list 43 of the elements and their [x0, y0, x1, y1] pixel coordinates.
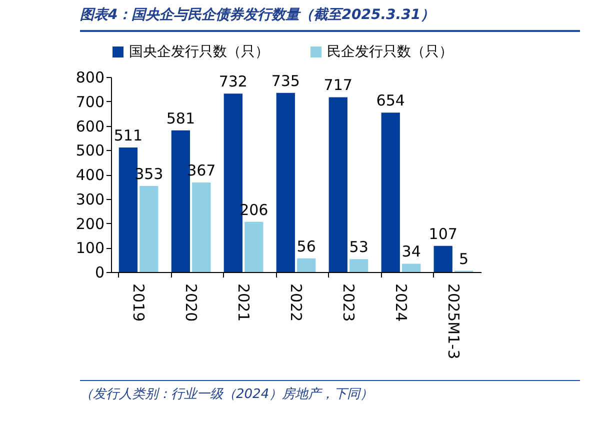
y-tick-label: 100 [76, 239, 104, 258]
data-label: 717 [324, 76, 352, 94]
data-label: 5 [459, 250, 469, 268]
data-label: 56 [296, 237, 316, 256]
data-label: 732 [218, 72, 248, 91]
data-label: 654 [376, 92, 405, 110]
bar [224, 94, 242, 272]
bar [140, 186, 158, 272]
data-label: 581 [166, 109, 195, 128]
x-tick-label: 2022 [287, 284, 305, 322]
chart-title: 图表4：国央企与民企债券发行数量（截至2025.3.31） [80, 6, 580, 32]
text: （发行人类别：行业一级（2024）房地产，下同） [80, 380, 580, 403]
y-tick-label: 600 [76, 117, 104, 136]
data-label: 34 [402, 242, 421, 261]
y-tick-label: 500 [76, 142, 104, 160]
bar [276, 92, 295, 272]
x-tick-label: 2019 [130, 284, 148, 322]
y-tick-label: 200 [76, 214, 104, 233]
data-label: 53 [349, 238, 368, 256]
x-tick-label: 2020 [182, 284, 200, 322]
data-label: 511 [114, 126, 143, 144]
bar [244, 222, 264, 272]
y-tick-label: 400 [76, 166, 104, 184]
y-tick-label: 800 [76, 68, 104, 86]
bar [192, 182, 211, 272]
data-label: 735 [271, 72, 300, 90]
bar [350, 259, 368, 272]
bar [434, 246, 452, 272]
bar [171, 130, 190, 272]
bar [297, 258, 316, 272]
y-tick-label: 300 [76, 190, 104, 208]
bar [381, 112, 400, 272]
bar [402, 264, 421, 272]
y-tick-label: 700 [76, 92, 104, 111]
data-label: 107 [428, 224, 458, 243]
x-tick-label: 2021 [234, 284, 253, 322]
x-tick-label: 2023 [339, 284, 358, 322]
x-tick-label: 2025M1-3 [444, 284, 462, 360]
legend-label: 民企发行只数（只） [327, 44, 453, 60]
y-tick-label: 0 [94, 264, 104, 282]
x-tick-label: 2024 [392, 284, 410, 322]
legend-label: 国央企发行只数（只） [129, 44, 269, 60]
bar [328, 97, 348, 272]
